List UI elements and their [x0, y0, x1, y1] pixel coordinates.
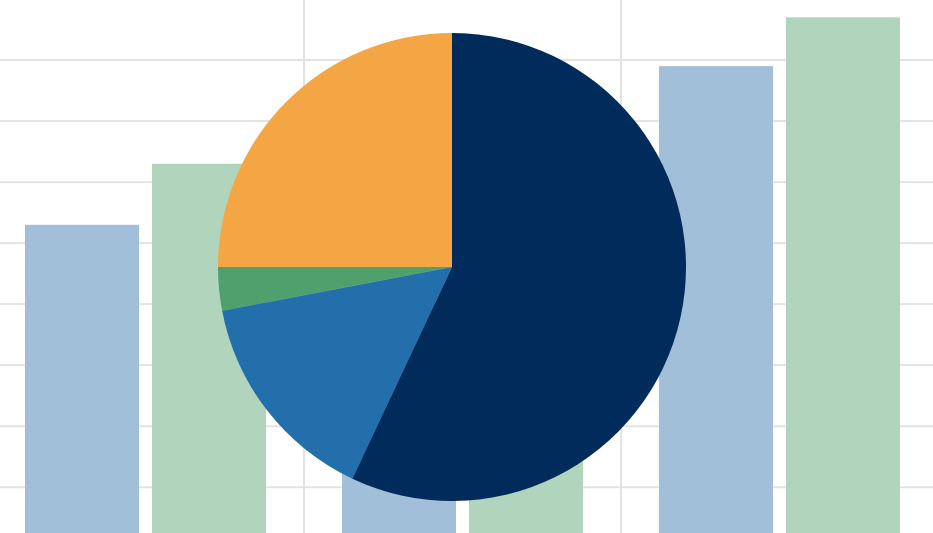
bar: [786, 17, 900, 533]
bar: [25, 224, 139, 533]
pie-slice: [352, 33, 686, 501]
pie-slice: [222, 267, 452, 479]
pie-slice: [218, 267, 452, 311]
pie-slice: [218, 33, 452, 267]
